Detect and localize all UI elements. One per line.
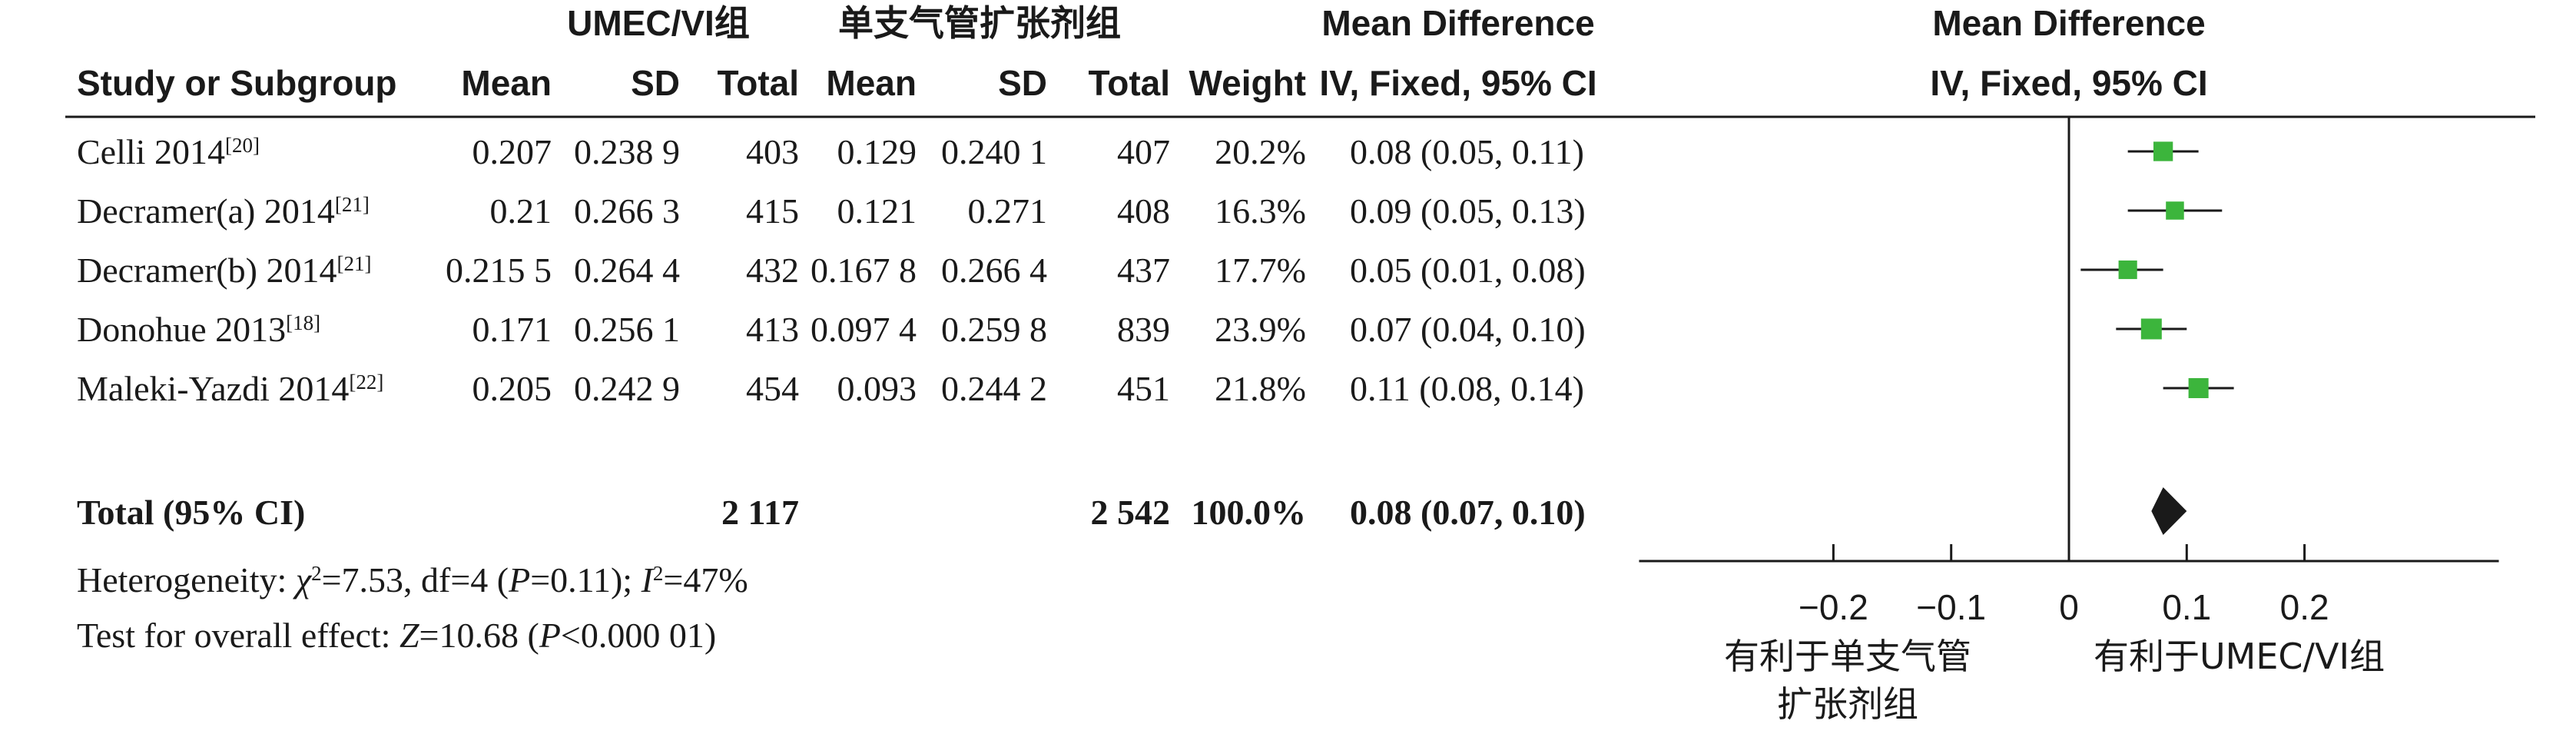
cell-mean1: 0.207 (472, 132, 552, 171)
table-row: Decramer(b) 2014[21] 0.215 5 0.264 4 432 0.1… (77, 251, 1586, 290)
table-row: Celli 2014[20] 0.207 0.238 9 403 0.129 0.240 … (77, 132, 1584, 171)
point-estimate (2118, 260, 2137, 280)
x-tick-label: 0.2 (2280, 587, 2329, 627)
cell-sd1: 0.266 3 (574, 191, 680, 231)
study-ref: [21] (337, 252, 371, 275)
study-rows: Celli 2014[20] 0.207 0.238 9 403 0.129 0.240 … (77, 132, 1586, 532)
total-row: Total (95% CI) 2 117 2 542 100.0% 0.08 (0.07… (77, 493, 1586, 532)
study-name: Donohue 2013[18] (77, 310, 320, 349)
col-effect: IV, Fixed, 95% CI (1319, 63, 1596, 103)
cell-total2: 451 (1117, 369, 1170, 408)
study-ref: [18] (286, 311, 320, 334)
cell-weight: 20.2% (1215, 132, 1306, 171)
cell-sd1: 0.238 9 (574, 132, 680, 171)
cell-mean2: 0.129 (837, 132, 917, 171)
cell-total1: 432 (746, 251, 799, 290)
point-estimate (2140, 318, 2162, 340)
cell-sd2: 0.244 2 (941, 369, 1047, 408)
favours-experimental-label: 有利于UMEC/VI组 (2094, 636, 2385, 677)
cell-ci-text: 0.05 (0.01, 0.08) (1350, 251, 1586, 290)
x-tick-label: 0.1 (2162, 587, 2211, 627)
col-total1: Total (718, 63, 799, 103)
cell-mean2: 0.167 8 (811, 251, 917, 290)
cell-sd1: 0.242 9 (574, 369, 680, 408)
col-mean1: Mean (461, 63, 552, 103)
col-sd1: SD (631, 63, 680, 103)
cell-mean1: 0.21 (490, 191, 552, 231)
study-name-text: Donohue 2013 (77, 310, 286, 349)
cell-mean2: 0.121 (837, 191, 917, 231)
cell-weight: 23.9% (1215, 310, 1306, 349)
cell-total2: 407 (1117, 132, 1170, 171)
experimental-group-header: UMEC/VI组 (567, 3, 750, 43)
cell-total1: 413 (746, 310, 799, 349)
cell-weight: 17.7% (1215, 251, 1306, 290)
cell-sd1: 0.256 1 (574, 310, 680, 349)
x-tick-label: −0.2 (1799, 587, 1868, 627)
point-estimate (2153, 141, 2173, 161)
heterogeneity-text: Heterogeneity: χ2=7.53, df=4 (P=0.11); I… (77, 560, 748, 599)
table-row: Donohue 2013[18] 0.171 0.256 1 413 0.097 4 0.… (77, 310, 1586, 349)
total-weight: 100.0% (1192, 493, 1307, 532)
col-mean2: Mean (826, 63, 917, 103)
overall-effect-text: Test for overall effect: Z=10.68 (P<0.00… (77, 616, 716, 655)
favours-control-label: 扩张剂组 (1777, 683, 1918, 725)
total-n1: 2 117 (721, 493, 799, 532)
cell-total1: 415 (746, 191, 799, 231)
cell-total1: 403 (746, 132, 799, 171)
cell-ci-text: 0.09 (0.05, 0.13) (1350, 191, 1586, 231)
study-name-text: Maleki-Yazdi 2014 (77, 369, 349, 408)
cell-mean2: 0.093 (837, 369, 917, 408)
cell-total1: 454 (746, 369, 799, 408)
x-tick-label: −0.1 (1916, 587, 1986, 627)
cell-sd2: 0.259 8 (941, 310, 1047, 349)
plot-group-header: Mean Difference (1932, 3, 2205, 43)
point-estimate (2188, 377, 2209, 399)
col-weight: Weight (1189, 63, 1306, 103)
cell-ci-text: 0.08 (0.05, 0.11) (1350, 132, 1584, 171)
total-n2: 2 542 (1091, 493, 1171, 532)
table-row: Maleki-Yazdi 2014[22] 0.205 0.242 9 454 0.09… (77, 369, 1584, 408)
cell-ci-text: 0.07 (0.04, 0.10) (1350, 310, 1586, 349)
total-label: Total (95% CI) (77, 493, 305, 532)
study-ref: [21] (335, 193, 370, 216)
point-estimate (2166, 201, 2184, 220)
total-ci: 0.08 (0.07, 0.10) (1350, 493, 1586, 532)
study-name-text: Decramer(a) 2014 (77, 191, 335, 231)
x-tick-label: 0 (2059, 587, 2079, 627)
study-name-text: Celli 2014 (77, 132, 225, 171)
cell-weight: 16.3% (1215, 191, 1306, 231)
cell-total2: 839 (1117, 310, 1170, 349)
pooled-diamond (2151, 487, 2187, 535)
cell-total2: 408 (1117, 191, 1170, 231)
effect-group-header: Mean Difference (1321, 3, 1594, 43)
cell-ci-text: 0.11 (0.08, 0.14) (1350, 369, 1584, 408)
study-name: Decramer(a) 2014[21] (77, 191, 370, 231)
study-ref: [20] (225, 134, 260, 157)
cell-sd2: 0.271 (968, 191, 1048, 231)
cell-total2: 437 (1117, 251, 1170, 290)
control-group-header: 单支气管扩张剂组 (838, 3, 1121, 43)
cell-mean1: 0.215 5 (446, 251, 552, 290)
cell-sd2: 0.240 1 (941, 132, 1047, 171)
study-name: Maleki-Yazdi 2014[22] (77, 369, 383, 408)
col-sd2: SD (998, 63, 1047, 103)
col-total2: Total (1089, 63, 1170, 103)
favours-control-label: 有利于单支气管 (1724, 636, 1971, 677)
cell-sd2: 0.266 4 (941, 251, 1047, 290)
col-plot: IV, Fixed, 95% CI (1930, 63, 2207, 103)
study-name: Celli 2014[20] (77, 132, 260, 171)
col-study: Study or Subgroup (77, 63, 397, 103)
cell-mean2: 0.097 4 (811, 310, 917, 349)
cell-sd1: 0.264 4 (574, 251, 680, 290)
study-ref: [22] (349, 370, 383, 394)
cell-mean1: 0.171 (472, 310, 552, 349)
study-name-text: Decramer(b) 2014 (77, 251, 337, 290)
study-name: Decramer(b) 2014[21] (77, 251, 371, 290)
table-row: Decramer(a) 2014[21] 0.21 0.266 3 415 0.121 0… (77, 191, 1586, 231)
cell-weight: 21.8% (1215, 369, 1306, 408)
cell-mean1: 0.205 (472, 369, 552, 408)
